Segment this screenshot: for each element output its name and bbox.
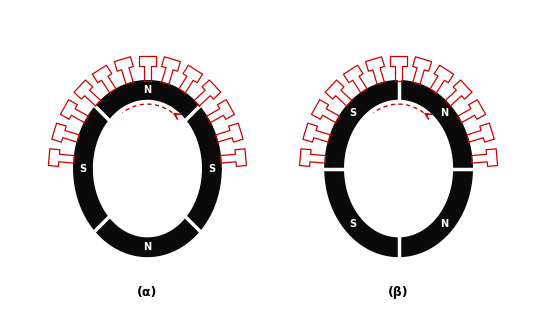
Text: S: S <box>209 163 216 173</box>
Text: (α): (α) <box>137 286 158 299</box>
Polygon shape <box>74 81 221 256</box>
Text: N: N <box>440 108 448 118</box>
Text: N: N <box>144 85 151 95</box>
Text: S: S <box>349 219 357 229</box>
Polygon shape <box>325 81 472 256</box>
Text: N: N <box>144 242 151 252</box>
Text: S: S <box>349 108 357 118</box>
Text: N: N <box>440 219 448 229</box>
Text: S: S <box>79 163 86 173</box>
Text: (β): (β) <box>388 286 409 299</box>
